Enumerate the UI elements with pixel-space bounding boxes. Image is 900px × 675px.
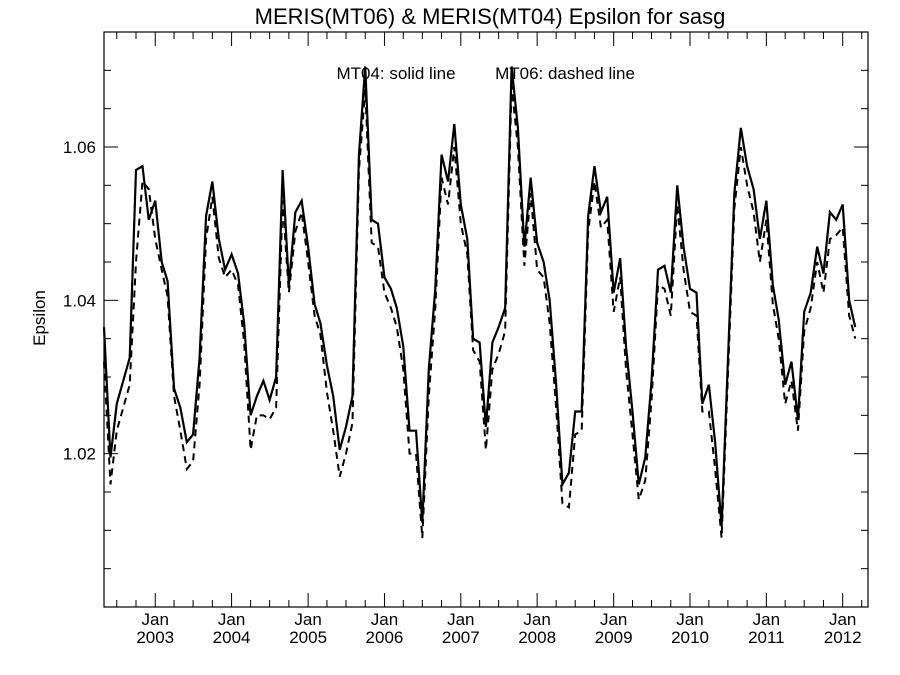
x-tick-label-year: 2009 bbox=[595, 628, 633, 647]
y-axis-ticks: 1.02 1.04 1.06 bbox=[63, 31, 868, 608]
y-tick-label: 1.04 bbox=[63, 291, 96, 310]
series-line-mt04-solid bbox=[102, 66, 857, 527]
x-tick-label-year: 2004 bbox=[213, 628, 251, 647]
series-layer bbox=[102, 66, 857, 539]
x-tick-label-month: Jan bbox=[447, 610, 474, 629]
x-tick-label-month: Jan bbox=[142, 610, 169, 629]
x-tick-label-year: 2011 bbox=[748, 628, 785, 647]
x-tick-label-month: Jan bbox=[294, 610, 321, 629]
y-tick-label: 1.06 bbox=[63, 138, 96, 157]
x-tick-label-month: Jan bbox=[523, 610, 550, 629]
x-tick-label-year: 2008 bbox=[518, 628, 556, 647]
x-tick-label-year: 2007 bbox=[442, 628, 480, 647]
x-tick-label-year: 2006 bbox=[366, 628, 404, 647]
x-tick-label-year: 2010 bbox=[671, 628, 709, 647]
x-tick-label-month: Jan bbox=[371, 610, 398, 629]
x-tick-label-month: Jan bbox=[676, 610, 703, 629]
x-tick-label-month: Jan bbox=[829, 610, 856, 629]
x-tick-label-year: 2005 bbox=[289, 628, 327, 647]
x-tick-label-month: Jan bbox=[600, 610, 627, 629]
x-tick-label-year: 2003 bbox=[136, 628, 174, 647]
y-tick-label: 1.02 bbox=[63, 445, 96, 464]
x-axis-ticks: Jan2003Jan2004Jan2005Jan2006Jan2007Jan20… bbox=[116, 32, 863, 647]
series-line-mt06-dashed bbox=[103, 85, 857, 539]
y-axis-label: Epsilon bbox=[30, 290, 49, 346]
annotation-mt06: MT06: dashed line bbox=[495, 64, 635, 83]
plot-frame bbox=[103, 31, 869, 608]
x-tick-label-month: Jan bbox=[753, 610, 780, 629]
chart-title: MERIS(MT06) & MERIS(MT04) Epsilon for sa… bbox=[255, 4, 726, 29]
x-tick-label-month: Jan bbox=[218, 610, 245, 629]
annotation-mt04: MT04: solid line bbox=[336, 64, 455, 83]
x-tick-label-year: 2012 bbox=[824, 628, 862, 647]
